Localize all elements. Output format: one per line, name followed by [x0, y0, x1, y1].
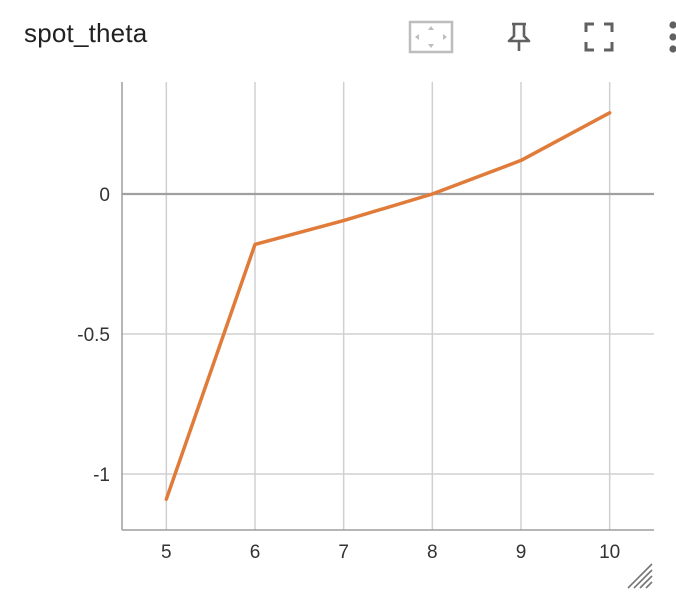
- fit-domain-icon: [408, 20, 454, 54]
- grid-lines: [122, 82, 654, 530]
- series-line[interactable]: [164, 111, 612, 501]
- pin-icon: [507, 22, 531, 51]
- x-tick-label: 6: [250, 542, 261, 563]
- resize-handle-icon[interactable]: [627, 563, 653, 589]
- tick-labels: 5 6 7 8 9 10 0 -0.5 -1: [77, 185, 620, 563]
- series-lines: [164, 111, 612, 501]
- pin-button[interactable]: [496, 14, 542, 60]
- y-tick-label: -1: [93, 465, 110, 486]
- axes: [121, 82, 654, 531]
- x-tick-label: 8: [427, 542, 438, 563]
- card-toolbar: [356, 14, 676, 60]
- x-tick-label: 10: [599, 542, 620, 563]
- y-tick-label: 0: [99, 185, 110, 206]
- y-tick-label: -0.5: [77, 325, 110, 346]
- card-title: spot_theta: [24, 18, 148, 48]
- more-vert-icon: [669, 21, 676, 53]
- fullscreen-icon: [584, 22, 614, 52]
- fullscreen-button[interactable]: [576, 14, 622, 60]
- x-tick-label: 9: [516, 542, 527, 563]
- more-options-button[interactable]: [650, 14, 676, 60]
- x-tick-label: 5: [161, 542, 172, 563]
- fit-domain-button[interactable]: [408, 14, 454, 60]
- x-tick-label: 7: [338, 542, 349, 563]
